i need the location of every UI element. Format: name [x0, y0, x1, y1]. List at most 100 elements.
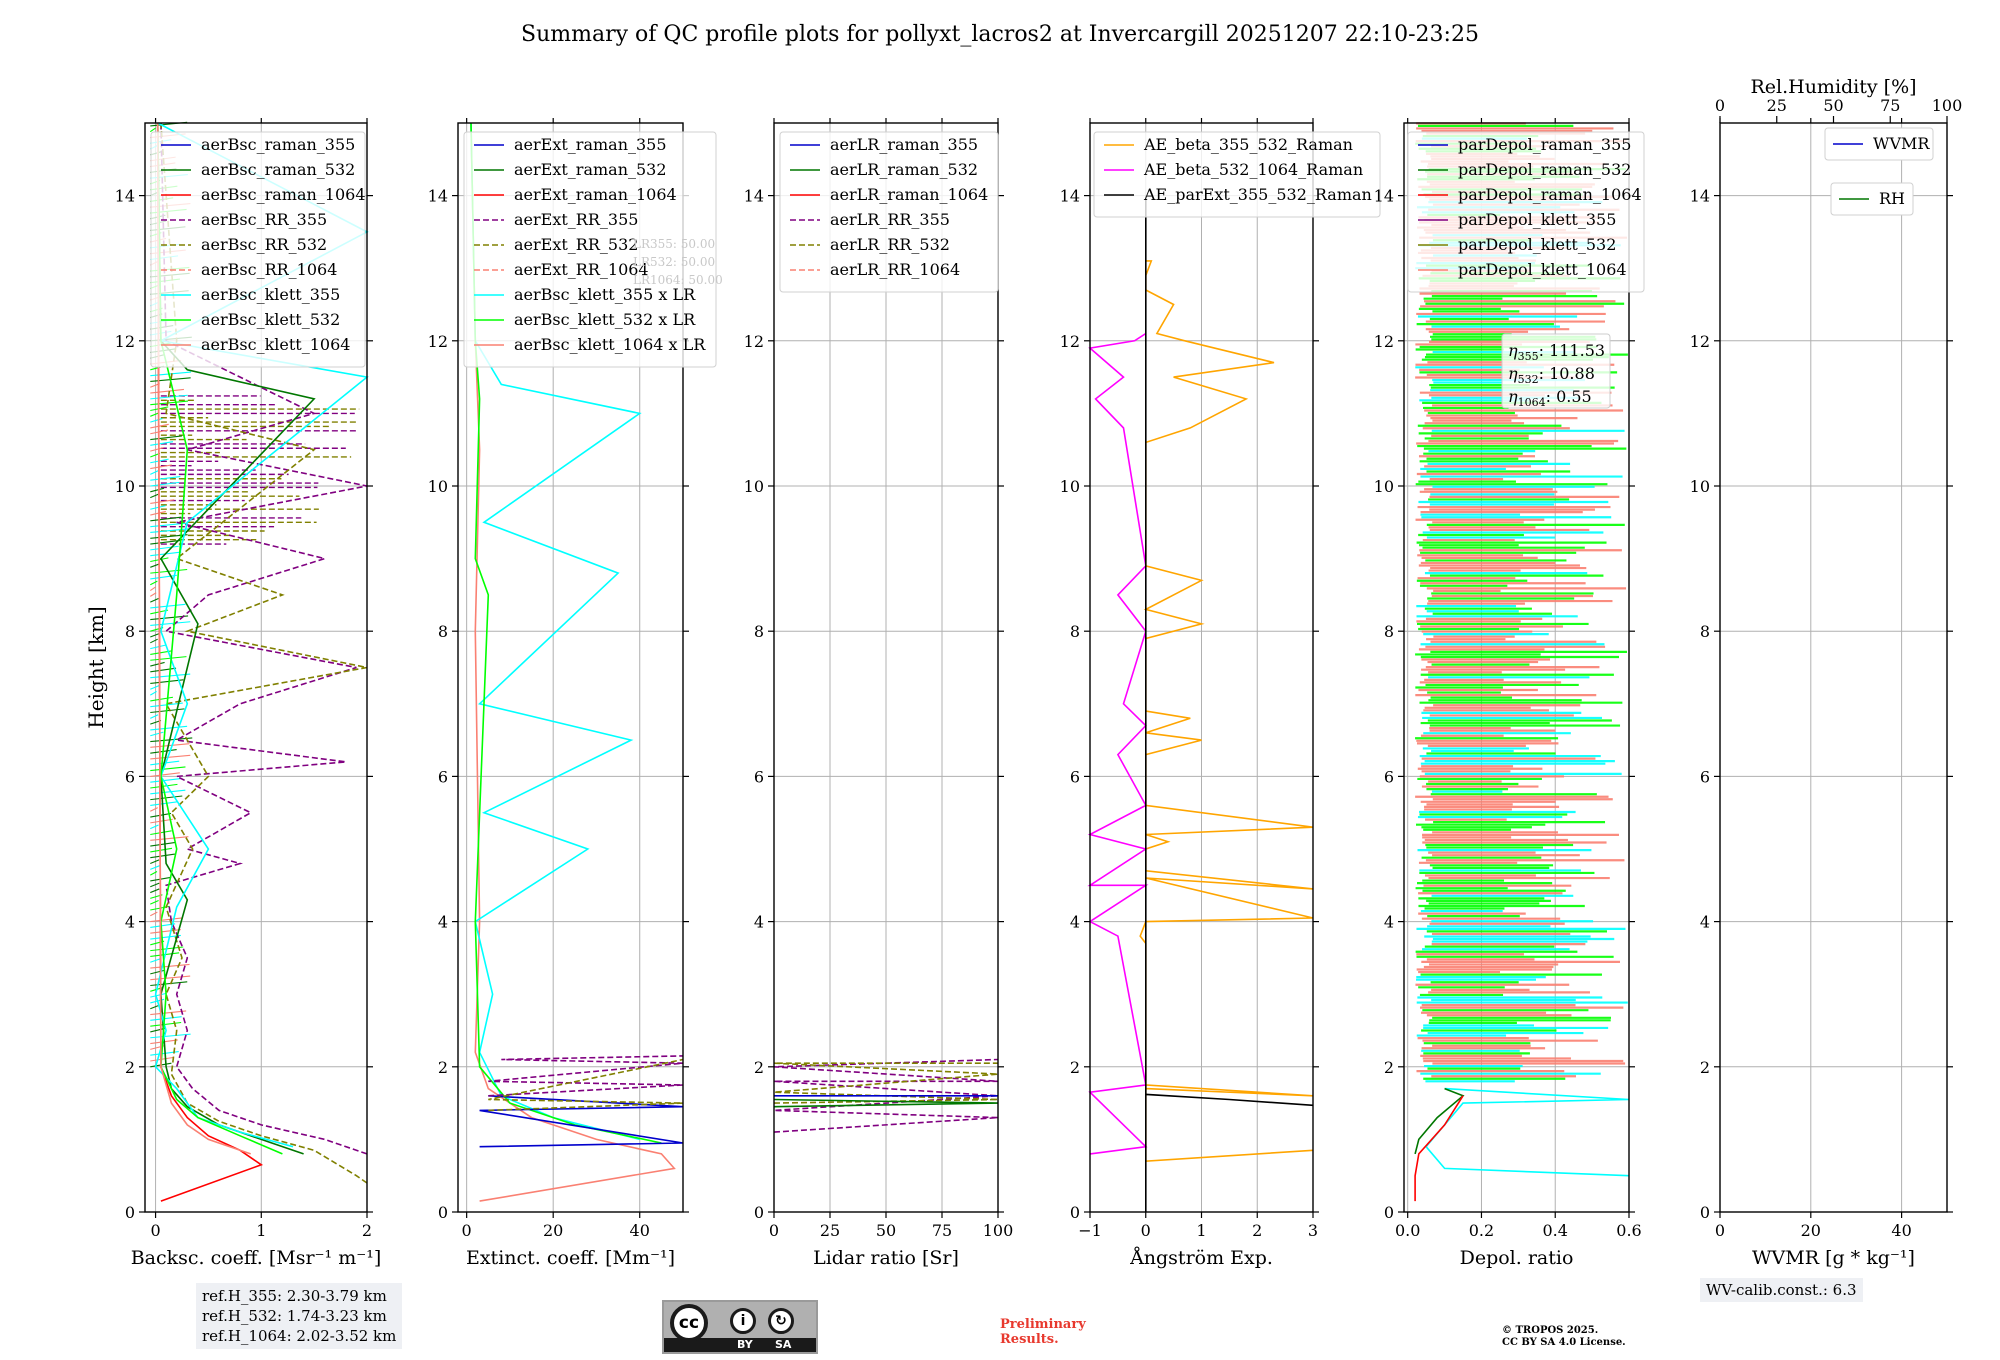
y-tick-label: 0: [438, 1203, 448, 1222]
bsc-noise-mark: [150, 853, 175, 859]
y-tick-label: 14: [115, 187, 135, 206]
y-tick-label: 10: [428, 477, 448, 496]
y-tick-label: 10: [115, 477, 135, 496]
preliminary-line1: Preliminary: [1000, 1317, 1086, 1332]
bsc-noise-mark: [150, 499, 175, 504]
klett-lr-hint: LR355: 50.00: [633, 237, 715, 251]
y-tick-label: 6: [1700, 767, 1710, 786]
legend: parDepol_raman_355 parDepol_raman_532 parD…: [1407, 131, 1645, 293]
legend-entry: aerExt_raman_1064: [514, 185, 677, 204]
axes-frame: [1403, 122, 1630, 1213]
legend-entry: aerBsc_raman_532: [201, 160, 355, 179]
y-axis-label: Height [km]: [84, 606, 108, 728]
y-tick-label: 14: [1690, 187, 1710, 206]
bsc-noise-mark: [150, 603, 186, 609]
bsc-noise-mark: [150, 563, 161, 568]
y-tick-label: 14: [1060, 187, 1080, 206]
y-tick-label: 8: [1070, 622, 1080, 641]
legend-entry: parDepol_raman_532: [1458, 160, 1631, 179]
x-tick-label: 100: [983, 1221, 1014, 1240]
bsc-noise-mark: [150, 493, 160, 499]
copyright-line2: CC BY SA 4.0 License.: [1502, 1337, 1626, 1348]
bsc-noise-mark: [150, 685, 160, 690]
series-aerBsc_klett_1064: [156, 122, 251, 1155]
x-tick-label: 25: [820, 1221, 840, 1240]
x-axis-label: Depol. ratio: [1460, 1247, 1574, 1269]
y-tick-label: 2: [438, 1058, 448, 1077]
series-parDepol_raman_532: [1414, 1087, 1465, 1155]
bsc-noise-mark: [150, 841, 176, 847]
y-tick-label: 4: [1384, 913, 1394, 932]
y-tick-label: 10: [1690, 477, 1710, 496]
y-tick-label: 2: [125, 1058, 135, 1077]
bsc-noise-mark: [150, 888, 160, 894]
y-tick-label: 4: [1700, 913, 1710, 932]
bsc-noise-mark: [150, 470, 159, 475]
legend-entry: aerLR_RR_355: [830, 210, 950, 229]
y-tick-label: 8: [438, 622, 448, 641]
legend-entry: aerBsc_RR_532: [201, 235, 327, 254]
bsc-noise-mark: [150, 615, 189, 621]
legend-entry: aerExt_RR_1064: [514, 260, 649, 279]
bsc-noise-mark: [150, 400, 189, 406]
bsc-noise-mark: [150, 929, 181, 934]
bsc-noise-mark: [150, 992, 166, 998]
y-tick-label: 0: [1384, 1203, 1394, 1222]
bsc-noise-mark: [150, 958, 162, 963]
top-x-tick-label: 0: [1715, 96, 1725, 115]
bsc-noise-mark: [150, 446, 165, 452]
bsc-noise-mark: [150, 505, 166, 510]
legend-entry: aerBsc_klett_355: [201, 285, 340, 304]
legend-entry: parDepol_klett_1064: [1458, 260, 1627, 279]
legend-entry: AE_beta_355_532_Raman: [1143, 135, 1353, 154]
legend-entry: parDepol_klett_355: [1458, 210, 1616, 229]
y-tick-label: 2: [1384, 1058, 1394, 1077]
panel-lr: 0 25 50 75 100 0 2 4 6 8 10 12 14 Lidar ratio [Sr] aer…: [744, 118, 1014, 1269]
legend-entry: aerLR_RR_532: [830, 235, 950, 254]
cc-license-badge: cc i ↻ BY SA: [662, 1300, 818, 1354]
legend-rh: RH: [1830, 182, 1914, 216]
bsc-noise-mark: [150, 766, 186, 772]
cc-logo-icon: cc: [670, 1304, 708, 1342]
x-tick-label: 1: [1196, 1221, 1206, 1240]
attribution-icon: i: [730, 1308, 756, 1334]
legend-entry: aerLR_raman_532: [830, 160, 978, 179]
legend-box: [1093, 131, 1381, 218]
bsc-noise-mark: [150, 441, 174, 446]
series-AE_beta_355_532_Raman: [1139, 260, 1314, 1163]
bsc-noise-mark: [150, 656, 187, 661]
y-tick-label: 0: [1070, 1203, 1080, 1222]
y-tick-label: 6: [438, 767, 448, 786]
series-aerBsc_RR_355: [160, 122, 368, 1155]
copyright-note: © TROPOS 2025. CC BY SA 4.0 License.: [1502, 1325, 1626, 1349]
ref-height-532: ref.H_532: 1.74-3.23 km: [202, 1307, 387, 1325]
bsc-noise-mark: [150, 632, 160, 638]
axes-frame: [1719, 122, 1948, 1213]
x-tick-label: 2: [1252, 1221, 1262, 1240]
legend-entry: aerExt_RR_532: [514, 235, 638, 254]
legend-entry: aerBsc_raman_1064: [201, 185, 366, 204]
legend-entry: aerBsc_klett_1064 x LR: [514, 335, 706, 354]
legend: aerLR_raman_355 aerLR_raman_532 aerLR_rama…: [779, 131, 999, 293]
y-tick-label: 4: [438, 913, 448, 932]
figure-title: Summary of QC profile plots for pollyxt_…: [521, 22, 1479, 47]
bsc-noise-mark: [150, 725, 188, 731]
bsc-noise-mark: [150, 772, 180, 777]
bsc-noise-mark: [150, 1016, 182, 1021]
bsc-noise-mark: [150, 667, 177, 673]
bsc-noise-mark: [150, 388, 184, 394]
bsc-noise-mark: [150, 830, 172, 836]
y-tick-label: 4: [125, 913, 135, 932]
y-tick-label: 6: [1384, 767, 1394, 786]
x-tick-label: 1: [256, 1221, 266, 1240]
bsc-noise-mark: [150, 743, 190, 748]
top-x-tick-label: 25: [1767, 96, 1787, 115]
legend-entry: aerLR_raman_1064: [830, 185, 988, 204]
preliminary-line2: Results.: [1000, 1332, 1059, 1347]
x-tick-label: 40: [630, 1221, 650, 1240]
legend-entry: WVMR: [1873, 134, 1930, 153]
bsc-noise-mark: [150, 754, 191, 760]
y-tick-label: 2: [1700, 1058, 1710, 1077]
bsc-noise-mark: [150, 783, 178, 789]
